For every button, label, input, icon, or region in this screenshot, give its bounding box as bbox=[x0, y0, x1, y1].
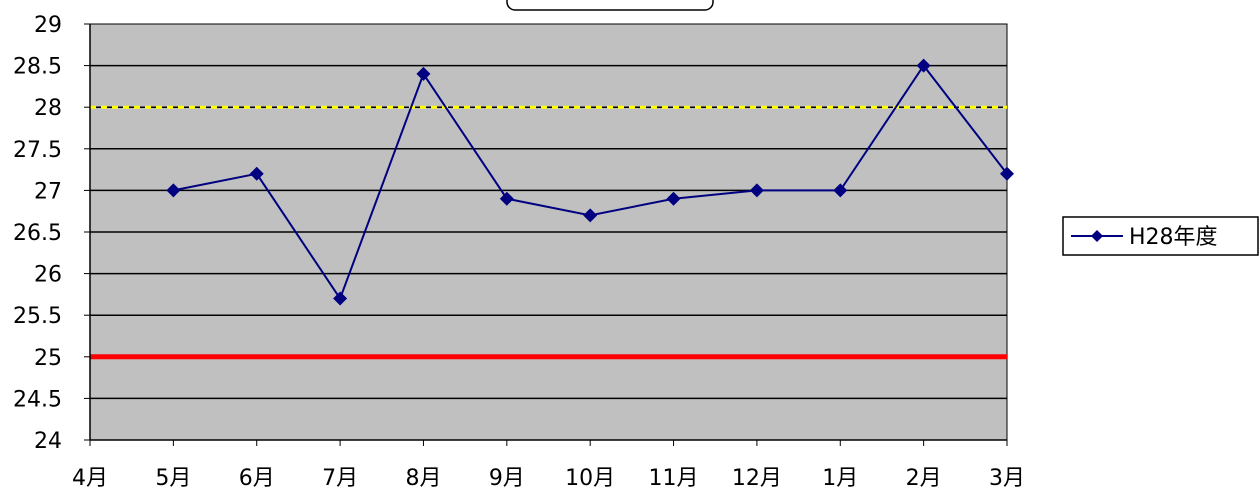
data-point-marker bbox=[249, 166, 264, 181]
data-point-marker bbox=[499, 191, 514, 206]
data-point-marker bbox=[749, 183, 764, 198]
x-tick-label: 4月 bbox=[72, 466, 108, 491]
y-tick-label: 25.5 bbox=[13, 304, 62, 329]
x-tick-label: 12月 bbox=[732, 466, 782, 491]
legend-label: H28年度 bbox=[1129, 225, 1218, 250]
x-tick-label: 11月 bbox=[649, 466, 699, 491]
data-point-marker bbox=[1000, 166, 1014, 181]
y-tick-label: 26.5 bbox=[13, 221, 62, 246]
y-tick-label: 27 bbox=[34, 179, 62, 204]
data-point-marker bbox=[916, 58, 931, 73]
data-point-marker bbox=[333, 291, 348, 306]
y-tick-label: 28 bbox=[34, 96, 62, 121]
x-tick-label: 8月 bbox=[405, 466, 441, 491]
data-point-marker bbox=[666, 191, 681, 206]
title-box bbox=[506, 0, 714, 11]
x-tick-label: 6月 bbox=[239, 466, 275, 491]
data-point-marker bbox=[416, 66, 431, 81]
x-tick-label: 7月 bbox=[322, 466, 358, 491]
x-tick-label: 5月 bbox=[155, 466, 191, 491]
y-tick-label: 24 bbox=[34, 429, 62, 454]
x-tick-label: 3月 bbox=[989, 466, 1025, 491]
data-point-marker bbox=[166, 183, 181, 198]
data-point-marker bbox=[583, 208, 598, 223]
y-tick-label: 25 bbox=[34, 346, 62, 371]
x-tick-label: 1月 bbox=[822, 466, 858, 491]
x-tick-label: 10月 bbox=[565, 466, 615, 491]
y-tick-label: 26 bbox=[34, 263, 62, 288]
x-tick-label: 9月 bbox=[489, 466, 525, 491]
y-tick-label: 27.5 bbox=[13, 138, 62, 163]
y-tick-label: 28.5 bbox=[13, 55, 62, 80]
y-tick-label: 29 bbox=[34, 13, 62, 38]
y-tick-label: 24.5 bbox=[13, 387, 62, 412]
data-point-marker bbox=[833, 183, 848, 198]
x-tick-label: 2月 bbox=[906, 466, 942, 491]
legend-marker bbox=[1091, 230, 1103, 242]
